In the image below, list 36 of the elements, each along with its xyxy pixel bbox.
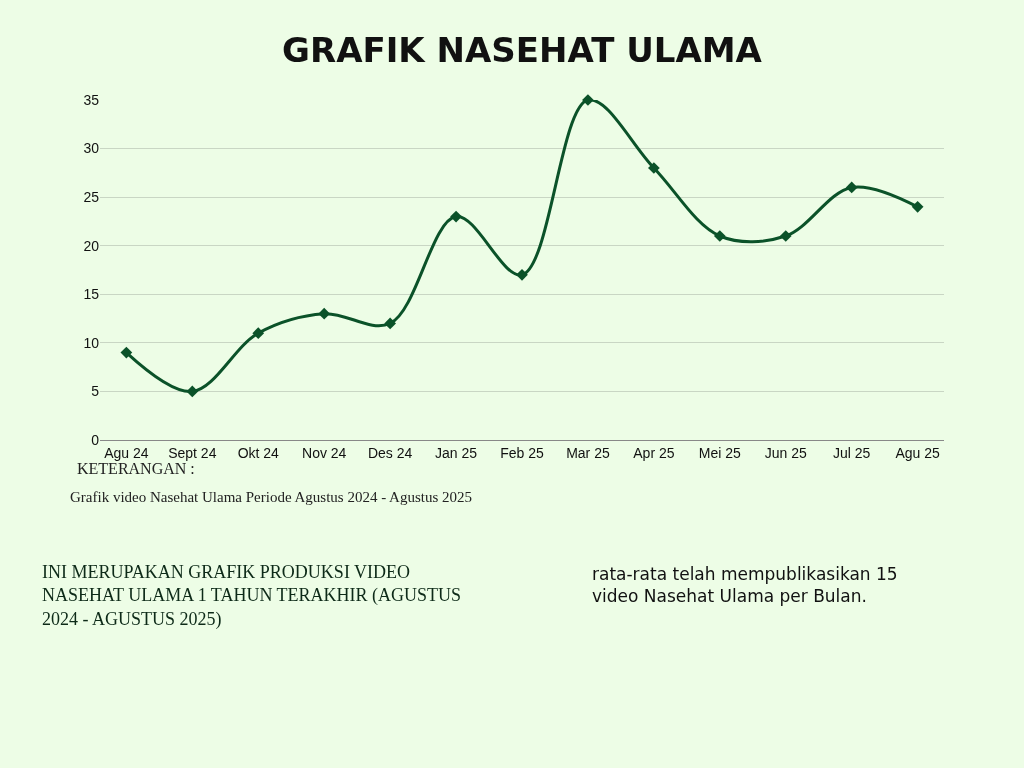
- point: [252, 327, 265, 339]
- x-tick-label: Jul 25: [833, 444, 871, 461]
- y-tick-label: 15: [83, 286, 100, 303]
- point: [779, 230, 792, 242]
- point: [713, 230, 726, 242]
- y-tick-label: 25: [83, 189, 100, 206]
- text: Grafik video Nasehat Ulama Periode Agustus 2024 - Agustus 2025: [70, 489, 473, 505]
- x-tick-label: Agu 25: [895, 444, 941, 461]
- point: [450, 210, 462, 223]
- x-tick-label: Agu 24: [104, 444, 149, 461]
- point: [384, 317, 396, 330]
- point: [318, 307, 331, 320]
- y-tick-label: 0: [91, 431, 100, 448]
- y-tick-label: 30: [83, 140, 100, 157]
- x-tick-label: Des 24: [367, 444, 413, 461]
- point: [845, 181, 858, 194]
- point: [911, 201, 924, 213]
- y-tick-label: 10: [83, 334, 100, 351]
- x-tick-label: Nov 24: [302, 444, 347, 461]
- point: [186, 385, 199, 398]
- y-tick-label: 5: [91, 383, 100, 400]
- y-tick-label: 35: [83, 91, 100, 108]
- chart-title: GRAFIK NASEHAT ULAMA: [282, 29, 763, 70]
- x-tick-label: Mei 25: [698, 444, 742, 461]
- x-tick-label: Jan 25: [435, 444, 478, 461]
- text: INI MERUPAKAN GRAFIK PRODUKSI VIDEO NASEHAT ULAMA 1 TAHUN TERAKHIR (AGUSTUS 2024 - AGUSTUS 2025): [42, 562, 462, 630]
- x-tick-label: Sept 24: [168, 444, 217, 461]
- x-tick-label: Okt 24: [237, 444, 280, 461]
- x-tick-label: Apr 25: [633, 444, 675, 461]
- text: rata-rata telah mempublikasikan 15 video Nasehat Ulama per Bulan.: [592, 564, 898, 607]
- x-tick-label: Mar 25: [566, 444, 610, 461]
- y-tick-label: 20: [83, 237, 100, 254]
- x-tick-label: Jun 25: [764, 444, 807, 461]
- point: [120, 346, 133, 359]
- text: KETERANGAN :: [77, 460, 195, 477]
- x-tick-label: Feb 25: [500, 444, 544, 461]
